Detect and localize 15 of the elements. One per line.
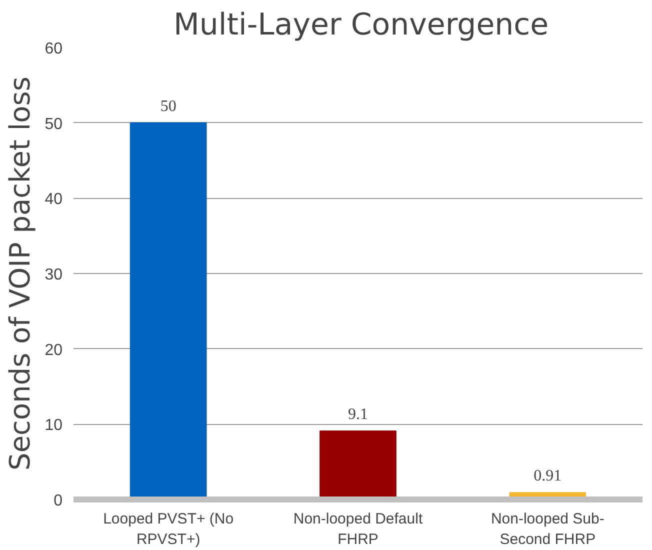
y-tick-label: 20 [44,342,63,359]
y-axis-title: Seconds of VOIP packet loss [4,76,37,470]
y-tick-label: 40 [44,191,63,208]
data-label: 50 [160,98,176,115]
y-tick-label: 10 [44,417,63,434]
x-tick-label: Non-looped Sub-Second FHRP [490,510,604,548]
x-tick-label: Non-looped Default FHRP [293,510,424,548]
y-tick-label: 60 [44,40,63,58]
data-label: 0.91 [534,468,562,485]
data-label: 9.1 [348,406,368,423]
y-tick-label: 0 [54,492,63,510]
chart-title: Multi-Layer Convergence [174,8,549,42]
y-tick-label: 50 [44,116,63,133]
x-tick-label: Looped PVST+ (No RPVST+) [103,510,234,548]
y-tick-label: 30 [44,266,63,284]
